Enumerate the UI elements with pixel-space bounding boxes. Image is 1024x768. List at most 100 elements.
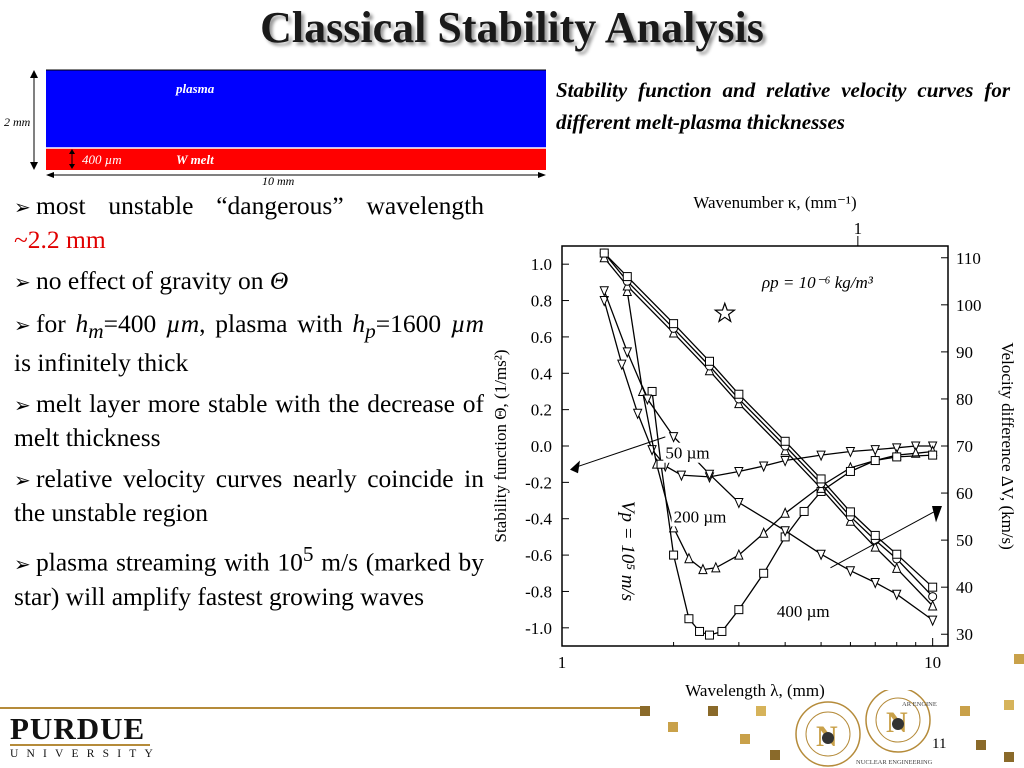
bullet-list: ➢ most unstable “dangerous” wavelength ~2… <box>14 190 484 622</box>
velocity-point <box>870 530 880 540</box>
y-left-tick-label: 0.2 <box>531 401 552 420</box>
arrow-bullet-icon: ➢ <box>14 315 31 337</box>
melt-thickness-label: 400 µm <box>82 152 122 167</box>
bullet-item: ➢ for hm=400 µm, plasma with hp=1600 µm i… <box>14 309 484 378</box>
velocity-point <box>816 474 826 484</box>
nuclear-engineering-seal: N N NUCLEAR ENGINEERING AR ENGINE <box>795 690 937 767</box>
arrow-bullet-icon: ➢ <box>14 553 31 576</box>
y-right-axis-label: Velocity difference ΔV, (km/s) <box>998 342 1017 550</box>
stability-point <box>684 614 694 624</box>
y-left-tick-label: -0.4 <box>525 510 552 529</box>
velocity-point <box>599 286 610 297</box>
stability-point <box>845 466 855 476</box>
velocity-point <box>845 566 856 577</box>
y-left-axis-label: Stability function Θ, (1/ms²) <box>491 349 510 542</box>
stability-point <box>734 605 744 615</box>
velocity-point <box>891 562 902 573</box>
stability-point <box>759 568 769 578</box>
y-left-tick-label: 0.4 <box>531 364 553 383</box>
velocity-point <box>622 347 633 359</box>
seal-text: NUCLEAR ENGINEERING <box>856 759 933 766</box>
top-axis-title: Wavenumber κ, (mm⁻¹) <box>693 193 856 212</box>
arrow-bullet-icon: ➢ <box>14 395 31 418</box>
stability-curve <box>603 300 933 478</box>
velocity-point <box>642 394 653 406</box>
stability-point <box>734 548 744 560</box>
velocity-point <box>780 436 790 446</box>
velocity-point <box>870 540 881 552</box>
left-axis-arrowhead <box>570 460 580 474</box>
stability-point <box>780 507 790 518</box>
height-label: 2 mm <box>4 115 31 129</box>
x-axis-label: Wavelength λ, (mm) <box>685 681 825 700</box>
bullet-item: ➢ melt layer more stable with the decreas… <box>14 389 484 453</box>
velocity-point <box>928 592 938 602</box>
y-left-tick-label: 0.0 <box>531 437 552 456</box>
stability-point <box>870 456 880 466</box>
velocity-point <box>780 526 790 537</box>
velocity-point <box>927 615 938 627</box>
purdue-logo: PURDUE UNIVERSITY <box>10 711 161 760</box>
stability-point <box>704 630 714 640</box>
y-left-tick-label: 0.8 <box>531 292 552 311</box>
stability-point <box>892 452 902 462</box>
stability-point <box>656 459 666 469</box>
stability-point <box>698 563 708 575</box>
figure-caption: Stability function and relative velocity… <box>556 78 1010 134</box>
plot-frame <box>561 245 949 647</box>
velocity-point <box>622 272 632 282</box>
width-label: 10 mm <box>262 174 295 186</box>
stability-chart: 1.0 0.8 0.6 0.4 0.2 0.0 -0.2 -0.4 -0.6 -0.8 -1.0 30… <box>491 193 1017 700</box>
y-right-tick-label: 40 <box>956 578 973 597</box>
density-annotation: ρp = 10⁻⁶ kg/m³ <box>761 273 874 292</box>
page-number: 11 <box>932 736 947 752</box>
stability-point <box>910 441 921 453</box>
stability-point <box>632 408 643 420</box>
y-right-tick-label: 110 <box>956 249 981 268</box>
stability-point <box>647 386 657 396</box>
series-label-bg <box>774 600 833 621</box>
velocity-point <box>928 582 938 592</box>
y-left-tick-label: 0.6 <box>531 328 552 347</box>
y-left-tick-label: -1.0 <box>525 619 552 638</box>
y-right-tick-label: 80 <box>956 390 973 409</box>
arrow-bullet-icon: ➢ <box>14 470 31 493</box>
y-right-tick-label: 90 <box>956 343 973 362</box>
velocity-point <box>734 389 744 399</box>
stability-point <box>711 561 721 573</box>
stability-point <box>928 450 938 460</box>
left-axis-arrow <box>573 436 666 469</box>
series-label: 200 µm <box>674 507 727 526</box>
x-tick-label: 1 <box>558 653 567 672</box>
melt-label: W melt <box>176 152 214 167</box>
stability-point <box>758 527 769 538</box>
arrow-bullet-icon: ➢ <box>14 272 31 294</box>
melt-layer <box>46 148 546 170</box>
stability-point <box>816 450 826 462</box>
stability-point <box>891 443 902 455</box>
bullet-item: ➢ relative velocity curves nearly coincid… <box>14 464 484 528</box>
arrow-bullet-icon: ➢ <box>14 197 31 219</box>
y-right-tick-label: 100 <box>956 296 982 315</box>
velocity-curve <box>603 290 934 621</box>
x-tick-label: 10 <box>924 653 941 672</box>
stability-point <box>870 445 881 456</box>
stability-point <box>799 506 809 516</box>
velocity-point <box>891 589 902 601</box>
right-axis-arrowhead <box>932 506 942 523</box>
stability-point <box>717 626 727 636</box>
stability-point <box>669 550 679 560</box>
velocity-point <box>927 599 938 611</box>
velocity-point <box>668 432 679 443</box>
velocity-point <box>870 577 881 589</box>
bullet-item: ➢ plasma streaming with 105 m/s (marked b… <box>14 542 484 611</box>
theta-symbol: Θ <box>269 266 289 295</box>
slide-title: Classical Stability Analysis <box>260 3 764 52</box>
y-right-tick-label: 30 <box>956 625 973 644</box>
stability-point <box>622 285 633 296</box>
y-left-tick-label: 1.0 <box>531 255 552 274</box>
velocity-point <box>816 549 826 561</box>
y-left-tick-label: -0.8 <box>525 582 552 601</box>
stability-point <box>617 359 627 371</box>
y-right-tick-label: 60 <box>956 484 973 503</box>
